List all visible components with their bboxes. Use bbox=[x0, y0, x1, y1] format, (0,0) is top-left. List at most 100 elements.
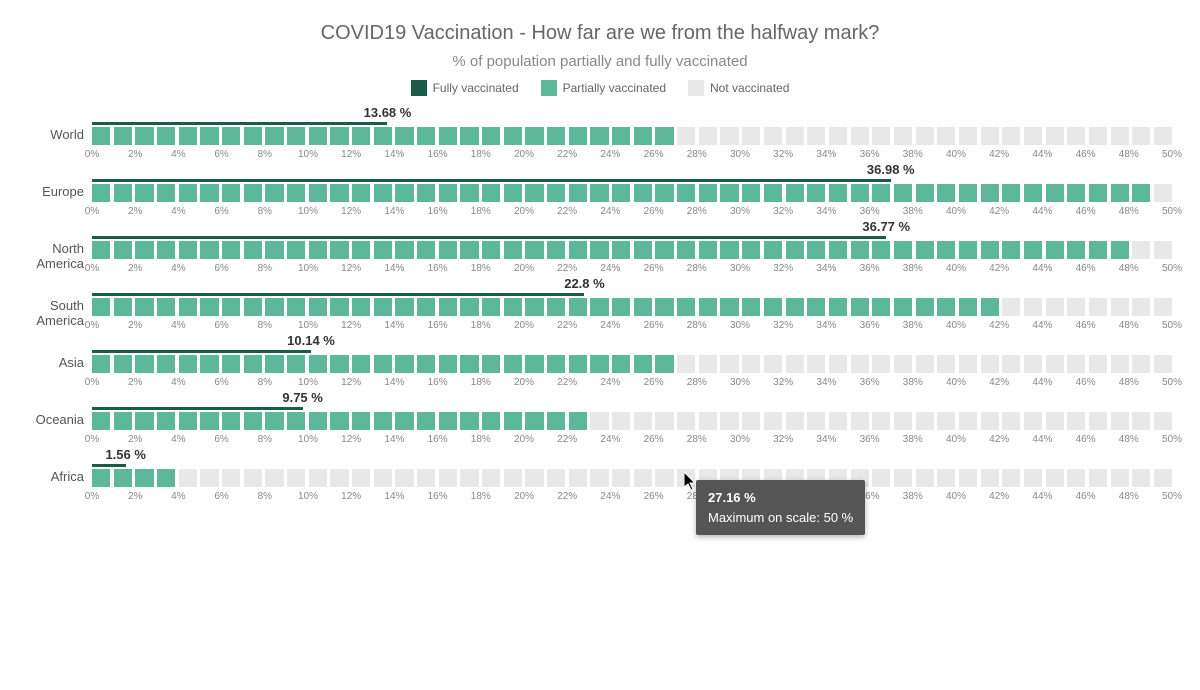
block[interactable] bbox=[829, 355, 847, 373]
block[interactable] bbox=[330, 241, 348, 259]
block[interactable] bbox=[439, 355, 457, 373]
block[interactable] bbox=[92, 241, 110, 259]
block[interactable] bbox=[1111, 355, 1129, 373]
block[interactable] bbox=[352, 355, 370, 373]
block[interactable] bbox=[981, 412, 999, 430]
block[interactable] bbox=[807, 412, 825, 430]
block[interactable] bbox=[981, 241, 999, 259]
block[interactable] bbox=[655, 412, 673, 430]
block[interactable] bbox=[244, 469, 262, 487]
block[interactable] bbox=[547, 298, 565, 316]
block[interactable] bbox=[114, 412, 132, 430]
block[interactable] bbox=[330, 298, 348, 316]
block[interactable] bbox=[677, 298, 695, 316]
block[interactable] bbox=[179, 184, 197, 202]
block[interactable] bbox=[222, 241, 240, 259]
block[interactable] bbox=[1046, 469, 1064, 487]
block[interactable] bbox=[1111, 412, 1129, 430]
block[interactable] bbox=[287, 184, 305, 202]
block[interactable] bbox=[937, 469, 955, 487]
block[interactable] bbox=[655, 469, 673, 487]
block[interactable] bbox=[114, 127, 132, 145]
block[interactable] bbox=[482, 412, 500, 430]
block[interactable] bbox=[1089, 184, 1107, 202]
block[interactable] bbox=[959, 127, 977, 145]
block[interactable] bbox=[677, 412, 695, 430]
block[interactable] bbox=[114, 241, 132, 259]
block[interactable] bbox=[569, 355, 587, 373]
block[interactable] bbox=[547, 469, 565, 487]
block[interactable] bbox=[439, 127, 457, 145]
block[interactable] bbox=[1002, 241, 1020, 259]
block[interactable] bbox=[1089, 127, 1107, 145]
block[interactable] bbox=[677, 469, 695, 487]
block[interactable] bbox=[851, 241, 869, 259]
block[interactable] bbox=[504, 355, 522, 373]
block[interactable] bbox=[525, 412, 543, 430]
block[interactable] bbox=[634, 184, 652, 202]
block[interactable] bbox=[157, 241, 175, 259]
block[interactable] bbox=[699, 412, 717, 430]
block[interactable] bbox=[959, 184, 977, 202]
block[interactable] bbox=[1132, 127, 1150, 145]
block[interactable] bbox=[330, 355, 348, 373]
block[interactable] bbox=[677, 355, 695, 373]
block[interactable] bbox=[720, 355, 738, 373]
block[interactable] bbox=[612, 355, 630, 373]
block[interactable] bbox=[265, 355, 283, 373]
block[interactable] bbox=[1024, 127, 1042, 145]
block[interactable] bbox=[265, 184, 283, 202]
block[interactable] bbox=[157, 184, 175, 202]
block[interactable] bbox=[265, 241, 283, 259]
block[interactable] bbox=[872, 469, 890, 487]
block[interactable] bbox=[1154, 469, 1172, 487]
block[interactable] bbox=[417, 355, 435, 373]
block[interactable] bbox=[1132, 412, 1150, 430]
block[interactable] bbox=[872, 241, 890, 259]
block[interactable] bbox=[287, 127, 305, 145]
block[interactable] bbox=[894, 412, 912, 430]
block[interactable] bbox=[482, 469, 500, 487]
block[interactable] bbox=[547, 127, 565, 145]
block[interactable] bbox=[1154, 184, 1172, 202]
block[interactable] bbox=[1067, 127, 1085, 145]
block[interactable] bbox=[959, 241, 977, 259]
block[interactable] bbox=[374, 469, 392, 487]
block[interactable] bbox=[786, 298, 804, 316]
block[interactable] bbox=[157, 127, 175, 145]
block[interactable] bbox=[1067, 241, 1085, 259]
block[interactable] bbox=[851, 355, 869, 373]
block[interactable] bbox=[764, 184, 782, 202]
block[interactable] bbox=[786, 184, 804, 202]
block[interactable] bbox=[829, 298, 847, 316]
block[interactable] bbox=[222, 298, 240, 316]
block[interactable] bbox=[287, 241, 305, 259]
block[interactable] bbox=[720, 412, 738, 430]
block[interactable] bbox=[92, 184, 110, 202]
block[interactable] bbox=[807, 127, 825, 145]
block[interactable] bbox=[179, 127, 197, 145]
block[interactable] bbox=[114, 469, 132, 487]
block[interactable] bbox=[374, 298, 392, 316]
block[interactable] bbox=[504, 184, 522, 202]
block[interactable] bbox=[1154, 298, 1172, 316]
block[interactable] bbox=[92, 355, 110, 373]
block[interactable] bbox=[590, 412, 608, 430]
block[interactable] bbox=[374, 412, 392, 430]
block[interactable] bbox=[1024, 355, 1042, 373]
block[interactable] bbox=[460, 127, 478, 145]
block[interactable] bbox=[699, 355, 717, 373]
block[interactable] bbox=[981, 184, 999, 202]
block[interactable] bbox=[200, 241, 218, 259]
block[interactable] bbox=[916, 184, 934, 202]
block[interactable] bbox=[525, 355, 543, 373]
block[interactable] bbox=[872, 184, 890, 202]
block[interactable] bbox=[417, 412, 435, 430]
block[interactable] bbox=[439, 412, 457, 430]
block[interactable] bbox=[894, 127, 912, 145]
block[interactable] bbox=[1002, 298, 1020, 316]
block[interactable] bbox=[395, 127, 413, 145]
block[interactable] bbox=[937, 355, 955, 373]
block[interactable] bbox=[157, 412, 175, 430]
block[interactable] bbox=[265, 469, 283, 487]
